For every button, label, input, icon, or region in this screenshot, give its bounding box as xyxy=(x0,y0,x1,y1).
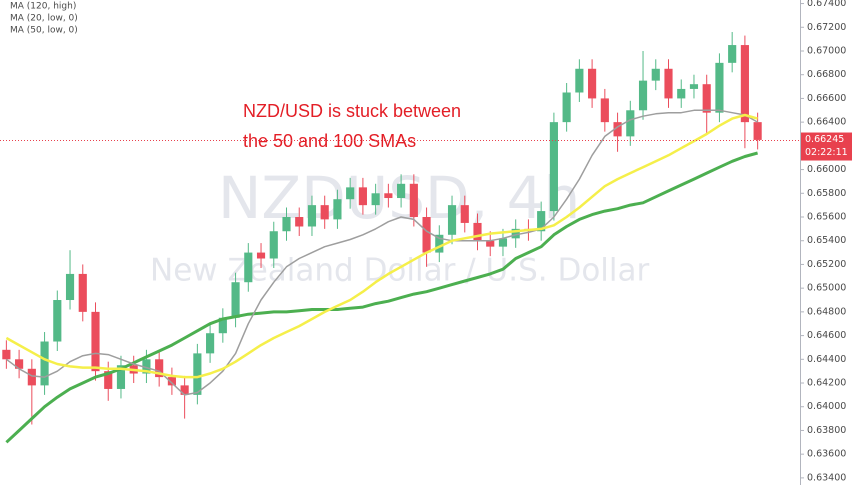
watermark-description: New Zealand Dollar / U.S. Dollar xyxy=(150,253,650,289)
candle-body xyxy=(575,68,584,93)
candle-body xyxy=(473,222,482,241)
y-tick-label: 0.65800 xyxy=(807,188,846,199)
candle-body xyxy=(498,238,508,247)
ma-line xyxy=(5,109,758,396)
countdown-label: 02:22:11 xyxy=(805,147,848,158)
candle-body xyxy=(155,359,164,378)
candle-body xyxy=(447,205,457,235)
y-tick-label: 0.67200 xyxy=(807,22,846,33)
candle-body xyxy=(549,122,558,212)
candle-body xyxy=(65,273,75,301)
candle-body xyxy=(677,88,686,99)
y-tick-label: 0.65600 xyxy=(807,212,846,223)
candle-body xyxy=(702,84,711,113)
candle-body xyxy=(244,252,253,283)
candle-body xyxy=(116,365,126,389)
plot-area xyxy=(2,32,762,444)
y-tick-label: 0.63600 xyxy=(807,449,846,460)
candle-body xyxy=(486,240,495,247)
candle-body xyxy=(180,385,189,395)
y-tick-label: 0.64800 xyxy=(807,306,846,317)
ma-line xyxy=(5,113,758,379)
y-tick-label: 0.67000 xyxy=(807,45,846,56)
candle-body xyxy=(53,300,62,342)
y-tick-label: 0.63400 xyxy=(807,472,846,483)
candle-body xyxy=(740,45,749,123)
candle-body xyxy=(435,234,444,253)
candle-body xyxy=(511,228,520,239)
legend-entry: MA (120, high) xyxy=(10,2,76,12)
y-tick-label: 0.66400 xyxy=(807,117,846,128)
y-tick-label: 0.65000 xyxy=(807,283,846,294)
candle-body xyxy=(295,217,304,227)
candle-body xyxy=(397,183,406,199)
candle-body xyxy=(371,193,380,206)
candle-body xyxy=(218,317,227,334)
candle-body xyxy=(600,98,609,123)
watermark-symbol: NZDUSD, 4h xyxy=(218,164,580,232)
candle-body xyxy=(715,62,724,113)
candle-body xyxy=(193,353,202,395)
y-tick-label: 0.63800 xyxy=(807,425,846,436)
y-tick-label: 0.66800 xyxy=(807,69,846,80)
annotation: the 50 and 100 SMAs xyxy=(243,131,416,151)
legend-entry: MA (20, low, 0) xyxy=(10,14,78,24)
candle-body xyxy=(40,341,49,386)
candle-body xyxy=(307,205,317,227)
annotation: NZD/USD is stuck between xyxy=(243,101,461,121)
candle-body xyxy=(651,68,660,81)
y-tick-label: 0.66000 xyxy=(807,164,846,175)
candle-body xyxy=(167,377,176,386)
candle-body xyxy=(638,80,648,111)
candle-body xyxy=(358,187,367,206)
candle-body xyxy=(588,68,597,99)
last-price-box xyxy=(801,132,852,161)
candle-body xyxy=(537,211,546,232)
y-tick-label: 0.65200 xyxy=(807,259,846,270)
y-tick-label: 0.65400 xyxy=(807,235,846,246)
candle-body xyxy=(282,217,291,232)
candle-body xyxy=(104,371,113,389)
candle-body xyxy=(422,217,431,253)
candle-body xyxy=(269,231,278,259)
candle-body xyxy=(728,45,737,63)
y-tick-label: 0.64400 xyxy=(807,354,846,365)
y-tick-label: 0.64600 xyxy=(807,330,846,341)
candle-body xyxy=(664,68,673,99)
candle-body xyxy=(27,368,36,386)
candle-body xyxy=(78,273,87,312)
candle-body xyxy=(346,187,355,200)
candle-body xyxy=(2,349,11,360)
candle-body xyxy=(460,205,469,223)
candle-body xyxy=(231,282,240,318)
candle-body xyxy=(142,359,151,374)
candle-body xyxy=(206,333,215,354)
y-tick-label: 0.64200 xyxy=(807,378,846,389)
candle-body xyxy=(626,110,635,137)
last-price-label: 0.66245 xyxy=(805,134,844,145)
candle-body xyxy=(15,359,24,369)
candle-body xyxy=(689,84,699,89)
candle-body xyxy=(409,183,418,218)
candle-body xyxy=(384,193,393,199)
candle-body xyxy=(333,199,342,220)
candle-body xyxy=(91,311,100,372)
candle-body xyxy=(613,122,622,137)
y-tick-label: 0.66600 xyxy=(807,93,846,104)
candle-body xyxy=(753,122,762,140)
candle-body xyxy=(562,92,571,123)
candle-body xyxy=(320,205,329,220)
legend-entry: MA (50, low, 0) xyxy=(10,26,78,36)
candle-body xyxy=(256,252,266,259)
y-tick-label: 0.64000 xyxy=(807,401,846,412)
y-tick-label: 0.67400 xyxy=(807,0,846,9)
